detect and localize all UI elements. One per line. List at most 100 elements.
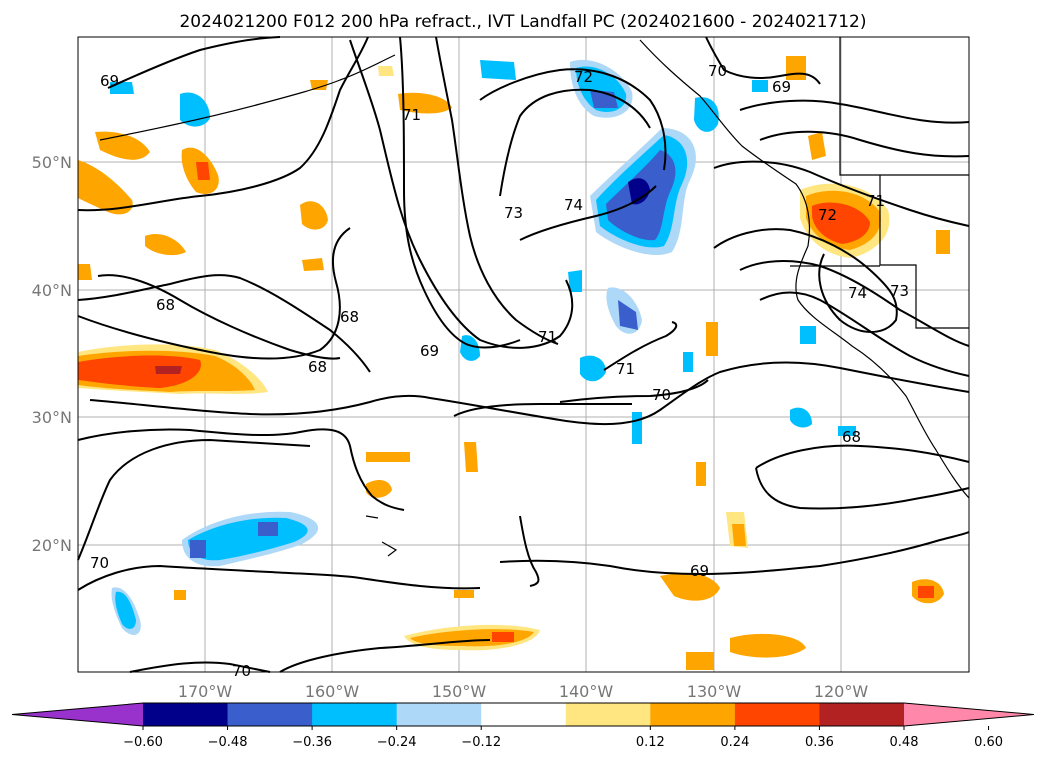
colorbar-segment xyxy=(565,703,651,726)
contour-line xyxy=(479,68,667,171)
patch-positive xyxy=(464,442,478,472)
lon-tick-label: 130°W xyxy=(687,682,742,701)
patch-positive xyxy=(366,452,410,462)
contour-label: 73 xyxy=(890,282,909,300)
contour-line xyxy=(499,531,970,576)
contour-label: 69 xyxy=(100,72,119,90)
contour-line xyxy=(453,402,632,417)
colorbar-tick-label: 0.24 xyxy=(720,735,749,750)
contour-label: 71 xyxy=(538,328,557,346)
colorbar-tick-label: 0.48 xyxy=(890,735,919,750)
colorbar-tick-label: −0.48 xyxy=(208,735,248,750)
contour-lines xyxy=(77,36,970,673)
contour-line xyxy=(77,428,405,511)
patch-positive xyxy=(302,258,324,271)
colorbar-segment xyxy=(734,703,820,726)
patch-negative xyxy=(480,60,516,80)
contour-label: 69 xyxy=(420,342,439,360)
contour-label: 68 xyxy=(308,358,327,376)
patch-negative xyxy=(694,97,719,132)
patch-positive xyxy=(78,264,92,280)
colorbar-extend-max xyxy=(904,703,1034,726)
contour-label: 70 xyxy=(232,662,251,680)
patch-positive-max xyxy=(155,366,182,374)
colorbar-segment xyxy=(819,703,905,726)
patch-negative xyxy=(580,355,606,382)
latitude-labels: 50°N 40°N 30°N 20°N xyxy=(32,153,72,555)
contour-label: 74 xyxy=(848,284,867,302)
lat-tick-label: 30°N xyxy=(32,408,72,427)
patch-negative xyxy=(752,80,768,92)
patch-negative xyxy=(115,591,136,629)
patch-positive xyxy=(812,202,870,244)
contour-line xyxy=(107,36,281,89)
colorbar-tick-label: −0.24 xyxy=(377,735,417,750)
contour-line xyxy=(77,36,369,212)
contour-line xyxy=(97,274,341,360)
patch-positive xyxy=(696,462,706,486)
patch-positive xyxy=(492,632,514,642)
lat-tick-label: 20°N xyxy=(32,536,72,555)
contour-line xyxy=(519,515,540,587)
contour-label: 70 xyxy=(708,62,727,80)
patch-positive xyxy=(786,56,806,80)
patch-positive xyxy=(936,230,950,254)
patch-positive xyxy=(196,162,210,180)
colorbar-segment xyxy=(227,703,313,726)
patch-negative xyxy=(618,300,638,330)
contour-line xyxy=(399,36,521,349)
patch-positive xyxy=(145,233,186,256)
patch-positive xyxy=(660,573,720,601)
contour-label: 68 xyxy=(842,428,861,446)
colorbar-tick-label: 0.12 xyxy=(636,735,665,750)
contour-line xyxy=(77,227,351,360)
patch-negative xyxy=(632,412,642,444)
patch-negative xyxy=(190,540,206,558)
contour-line xyxy=(77,438,311,561)
border-us-canada xyxy=(839,37,969,176)
contour-line xyxy=(77,274,371,373)
patch-positive xyxy=(398,92,452,114)
graticule xyxy=(78,37,969,672)
patch-positive xyxy=(174,590,186,600)
patch-negative xyxy=(460,335,480,361)
contour-label: 71 xyxy=(616,360,635,378)
contour-labels: 69 71 72 70 69 73 74 72 71 68 68 68 69 7… xyxy=(90,62,909,680)
colorbar-extend-min xyxy=(12,703,143,726)
contour-line xyxy=(739,260,970,347)
lon-tick-label: 120°W xyxy=(814,682,869,701)
contour-line xyxy=(713,160,970,227)
colorbar-tick-label: −0.12 xyxy=(461,735,501,750)
patch-positive xyxy=(686,652,714,670)
lon-tick-label: 170°W xyxy=(178,682,233,701)
patch-positive xyxy=(310,80,328,90)
coastline-aleutians xyxy=(99,54,396,141)
contour-line xyxy=(279,639,491,673)
contour-line xyxy=(559,379,709,403)
patch-positive xyxy=(732,524,746,546)
contour-label: 71 xyxy=(866,192,885,210)
patch-negative-min xyxy=(628,178,650,205)
contour-line xyxy=(755,467,970,510)
contour-label: 71 xyxy=(402,106,421,124)
patch-positive xyxy=(808,132,826,160)
contour-label: 72 xyxy=(818,206,837,224)
colorbar-segment xyxy=(312,703,398,726)
colorbar-tick-label: 0.36 xyxy=(805,735,834,750)
patch-positive xyxy=(378,66,394,76)
lat-tick-label: 50°N xyxy=(32,153,72,172)
map-frame xyxy=(77,36,970,673)
lon-tick-label: 150°W xyxy=(432,682,487,701)
patch-positive xyxy=(78,355,201,388)
colorbar-segment xyxy=(143,703,229,726)
contour-line xyxy=(499,88,651,197)
patch-positive xyxy=(454,590,474,598)
patch-positive xyxy=(706,322,718,356)
lon-tick-label: 140°W xyxy=(559,682,614,701)
coastline-hawaii xyxy=(365,515,398,557)
contour-label: 69 xyxy=(772,78,791,96)
contour-label: 68 xyxy=(156,296,175,314)
contour-line xyxy=(89,361,970,426)
contour-line xyxy=(129,661,271,673)
contour-line xyxy=(519,185,657,241)
